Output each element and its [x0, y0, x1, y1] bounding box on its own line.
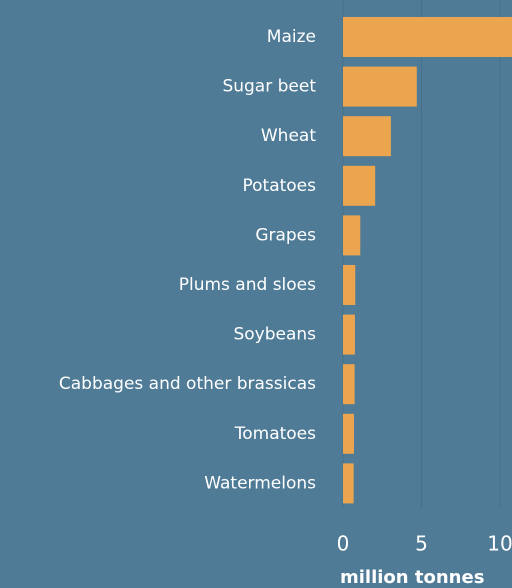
y-tick-label: Sugar beet	[222, 77, 316, 97]
y-tick-label: Grapes	[255, 225, 316, 245]
bar	[343, 215, 361, 256]
y-tick-label: Wheat	[261, 126, 316, 146]
x-tick-label: 0	[337, 532, 350, 556]
labels: 051015MaizeSugar beetWheatPotatoesGrapes…	[59, 27, 512, 556]
bars	[343, 17, 512, 504]
x-tick-label: 5	[415, 532, 428, 556]
bar	[343, 463, 354, 504]
y-tick-label: Watermelons	[204, 473, 316, 493]
y-tick-label: Tomatoes	[234, 424, 316, 444]
bar	[343, 66, 417, 107]
bar	[343, 17, 512, 57]
y-tick-label: Plums and sloes	[179, 275, 316, 295]
bar	[343, 165, 376, 206]
y-tick-label: Maize	[267, 27, 316, 47]
y-tick-label: Cabbages and other brassicas	[59, 374, 316, 394]
y-tick-label: Soybeans	[233, 325, 316, 345]
bar	[343, 265, 356, 305]
y-tick-label: Potatoes	[242, 176, 316, 196]
bar	[343, 364, 355, 405]
bar	[343, 314, 355, 355]
x-tick-label: 10	[487, 532, 512, 556]
bar	[343, 413, 354, 454]
x-axis-label: million tonnes	[340, 567, 484, 588]
bar	[343, 116, 391, 157]
